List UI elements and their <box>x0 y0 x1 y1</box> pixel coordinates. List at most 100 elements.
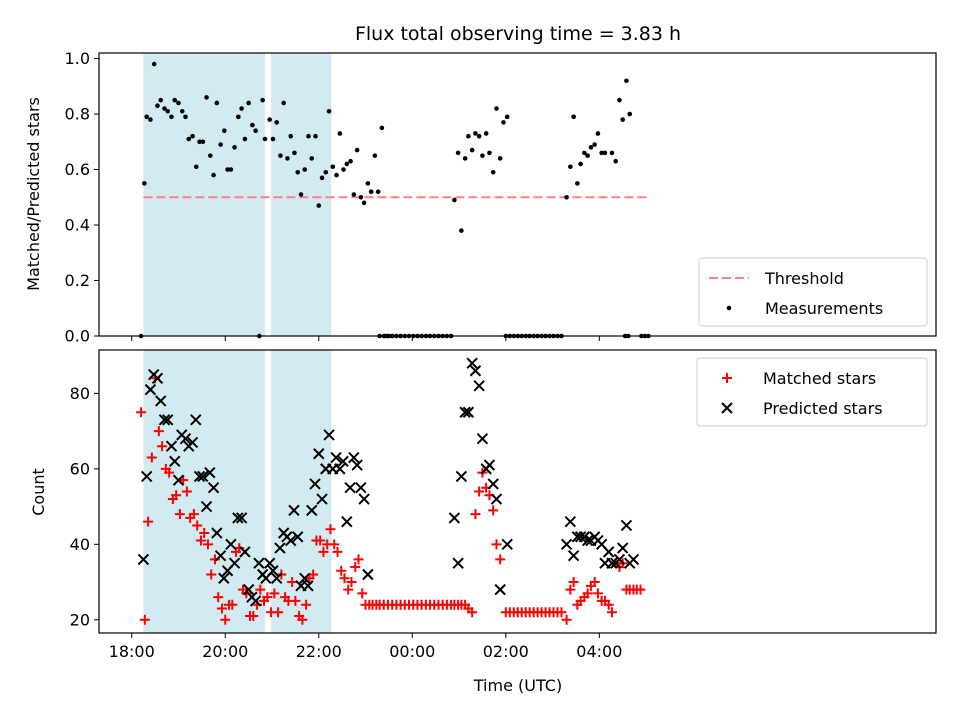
top-y-tick-label: 0.4 <box>65 216 90 235</box>
predicted-star-point <box>165 440 178 452</box>
matched-star-point <box>495 554 506 565</box>
measurement-point <box>602 150 608 156</box>
measurement-point <box>459 228 464 233</box>
predicted-star-point <box>232 512 244 524</box>
top-y-tick-label: 0.2 <box>65 271 90 290</box>
measurement-point <box>466 133 471 139</box>
predicted-star-point <box>267 565 279 577</box>
predicted-star-point <box>242 583 255 596</box>
measurement-point <box>575 181 580 186</box>
measurement-point <box>624 78 629 84</box>
predicted-star-point <box>490 493 503 505</box>
predicted-star-point <box>137 553 150 566</box>
predicted-star-point <box>162 414 174 426</box>
predicted-star-point <box>292 531 304 543</box>
measurement-point <box>582 150 587 156</box>
matched-star-point <box>241 588 252 599</box>
predicted-star-point <box>207 482 220 494</box>
measurement-point <box>225 167 230 172</box>
predicted-star-point <box>263 557 276 569</box>
measurement-point <box>330 164 336 170</box>
top-panel: 0.0 0.2 0.4 0.6 0.8 1.0 Matched/Predicted sta… <box>24 49 937 346</box>
measurement-point <box>319 175 325 181</box>
measurement-point <box>151 61 157 67</box>
matched-star-point <box>589 577 600 588</box>
predicted-star-point <box>144 383 157 396</box>
measurement-point <box>494 106 499 111</box>
measurement-point <box>358 194 364 200</box>
bottom-y-tick-label: 40 <box>70 535 90 554</box>
measurement-point <box>228 167 234 172</box>
matched-star-point <box>227 599 238 610</box>
predicted-star-point <box>179 432 192 445</box>
measurement-point <box>158 97 164 103</box>
measurement-point <box>190 133 195 139</box>
measurement-point <box>250 122 255 128</box>
predicted-star-point <box>617 542 629 554</box>
bottom-legend: Matched stars Predicted stars <box>696 357 928 427</box>
legend-label: Threshold <box>764 269 844 288</box>
legend-label: Predicted stars <box>763 399 883 418</box>
matched-star-point <box>353 554 364 565</box>
measurement-point <box>609 150 615 156</box>
measurement-point <box>469 147 475 153</box>
measurement-point <box>627 111 633 117</box>
measurement-point <box>462 156 468 161</box>
measurement-point <box>599 150 604 156</box>
predicted-star-point <box>452 557 464 569</box>
measurement-point <box>278 153 283 158</box>
matched-stars-series <box>136 373 646 625</box>
predicted-star-point <box>140 470 153 483</box>
predicted-star-point <box>581 534 594 547</box>
measurement-point <box>274 120 279 125</box>
measurement-point <box>162 106 167 111</box>
predicted-star-point <box>560 538 573 551</box>
matched-star-point <box>446 599 457 610</box>
predicted-star-point <box>351 459 363 471</box>
measurement-point <box>497 156 503 161</box>
matched-star-point <box>329 539 340 550</box>
predicted-star-point <box>172 474 185 486</box>
measurement-point <box>344 161 350 167</box>
measurement-point <box>207 153 213 158</box>
matched-star-point <box>195 535 206 546</box>
x-tick-label: 04:00 <box>576 642 622 661</box>
matched-star-point <box>561 614 572 625</box>
predicted-star-point <box>306 504 318 517</box>
measurement-point <box>361 200 367 206</box>
predicted-star-point <box>564 515 577 528</box>
predicted-star-point <box>337 455 349 468</box>
legend-predicted-swatch <box>721 402 733 414</box>
measurement-point <box>568 164 573 170</box>
measurement-point <box>316 203 322 208</box>
measurement-point <box>288 133 294 139</box>
matched-star-point <box>262 592 273 603</box>
measurement-point <box>222 128 227 133</box>
measurement-point <box>267 117 272 122</box>
measurement-point <box>455 150 461 156</box>
predicted-stars-series <box>137 357 640 607</box>
matched-star-point <box>635 584 646 595</box>
top-legend: Threshold Measurements <box>698 257 928 327</box>
measurement-point <box>326 108 332 114</box>
predicted-star-point <box>274 542 286 554</box>
matched-star-point <box>136 407 147 418</box>
measurement-point <box>204 95 209 100</box>
x-tick-label: 18:00 <box>109 642 155 661</box>
legend-label: Measurements <box>765 299 883 318</box>
measurement-point <box>365 181 371 186</box>
measurement-point <box>372 153 378 158</box>
predicted-star-point <box>211 527 223 539</box>
bottom-y-axis-label: Count <box>29 468 48 516</box>
predicted-star-point <box>567 549 580 562</box>
predicted-star-point <box>204 466 216 479</box>
predicted-star-point <box>620 519 633 532</box>
predicted-star-point <box>285 534 297 547</box>
matched-star-point <box>171 490 182 501</box>
predicted-star-point <box>158 414 171 426</box>
predicted-star-point <box>476 432 489 445</box>
measurement-point <box>501 120 506 125</box>
measurement-point <box>295 170 301 175</box>
bottom-y-axis: 20 40 60 80 <box>70 384 99 629</box>
predicted-star-point <box>225 538 237 551</box>
